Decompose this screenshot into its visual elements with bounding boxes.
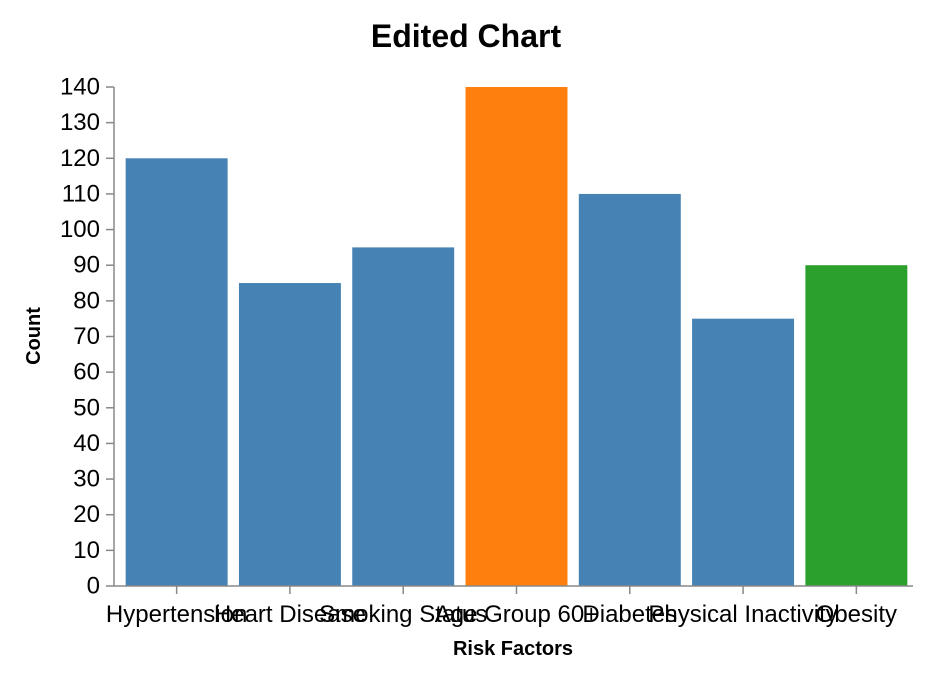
y-tick-label-3: 30 xyxy=(73,466,100,493)
y-tick-label-9: 90 xyxy=(73,252,100,279)
x-tick-label-1: Heart Disease xyxy=(214,601,366,628)
x-tick-label-6: Obesity xyxy=(816,601,897,628)
bar-3 xyxy=(465,87,568,586)
x-tick-label-4: Diabetes xyxy=(582,601,677,628)
y-tick-label-1: 10 xyxy=(73,537,100,564)
y-tick-label-14: 140 xyxy=(60,74,100,101)
y-tick-label-12: 120 xyxy=(60,145,100,172)
x-tick-label-0: Hypertension xyxy=(106,601,247,628)
bar-5 xyxy=(692,318,795,586)
x-axis-title: Risk Factors xyxy=(453,638,573,660)
bar-6 xyxy=(805,265,908,586)
x-tick-label-2: Smoking Status xyxy=(319,601,487,628)
bars-group xyxy=(125,87,908,587)
y-tick-label-4: 40 xyxy=(73,430,100,457)
bar-2 xyxy=(352,247,455,586)
y-tick-label-7: 70 xyxy=(73,323,100,350)
y-tick-label-5: 50 xyxy=(73,394,100,421)
y-tick-label-10: 100 xyxy=(60,216,100,243)
chart-title: Edited Chart xyxy=(371,18,562,54)
y-axis: 0 10 20 30 40 50 60 70 80 90 100 110 120 130 140 xyxy=(60,74,115,600)
y-tick-label-2: 20 xyxy=(73,501,100,528)
y-tick-label-0: 0 xyxy=(87,573,100,600)
bar-4 xyxy=(578,193,681,586)
bar-1 xyxy=(238,283,341,586)
y-tick-label-13: 130 xyxy=(60,109,100,136)
x-tick-label-3: Age Group 60+ xyxy=(435,601,598,628)
y-axis-title: Count xyxy=(23,307,45,365)
y-tick-label-8: 80 xyxy=(73,287,100,314)
bar-0 xyxy=(125,158,228,587)
y-tick-label-6: 60 xyxy=(73,359,100,386)
y-tick-label-11: 110 xyxy=(62,180,100,207)
x-tick-label-5: Physical Inactivity xyxy=(648,601,837,628)
